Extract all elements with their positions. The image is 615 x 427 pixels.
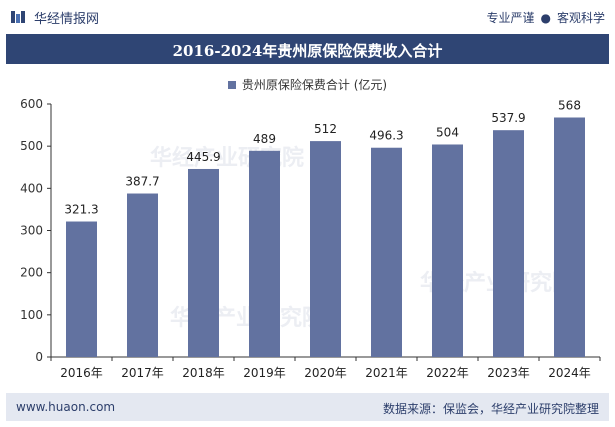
bar [66, 221, 97, 357]
chart-title: 2016-2024年贵州原保险保费收入合计 [172, 42, 443, 60]
chart-legend: 贵州原保险保费合计 (亿元) [0, 76, 615, 93]
bar [249, 150, 280, 357]
bar [310, 141, 341, 357]
bar-chart: 0 100 200 300 400 500 600 321.3 2016年 387.7 2017年 4… [20, 97, 601, 380]
footer-url: www.huaon.com [16, 400, 116, 414]
legend-swatch [227, 81, 236, 89]
footer-bar: www.huaon.com 数据来源：保监会，华经产业研究院整理 [6, 393, 609, 421]
x-tick-label: 2021年 [365, 366, 408, 380]
bar-value-label: 321.3 [64, 203, 98, 217]
title-bar: 2016-2024年贵州原保险保费收入合计 [6, 34, 609, 64]
x-tick-label: 2017年 [121, 366, 164, 380]
y-tick-label: 400 [20, 181, 43, 195]
bar-value-label: 504 [436, 125, 459, 139]
x-tick-label: 2022年 [426, 366, 469, 380]
brand-name: 华经情报网 [34, 12, 100, 27]
bar-value-label: 568 [558, 98, 581, 112]
legend-label: 贵州原保险保费合计 (亿元) [241, 78, 388, 92]
y-tick-label: 200 [20, 266, 43, 280]
bar [371, 147, 402, 357]
y-tick-label: 600 [20, 97, 43, 111]
bar [493, 130, 524, 357]
x-tick-label: 2016年 [60, 366, 103, 380]
bar [432, 144, 463, 357]
x-tick-label: 2023年 [487, 366, 530, 380]
separator-dot: ● [540, 11, 551, 25]
y-tick-label: 300 [20, 224, 43, 238]
bar-value-label: 387.7 [125, 175, 159, 189]
bar-value-label: 512 [314, 122, 337, 136]
x-tick-label: 2020年 [304, 366, 347, 380]
x-tick-label: 2019年 [243, 366, 286, 380]
bar [127, 193, 158, 357]
bar-value-label: 489 [253, 132, 276, 146]
footer-source: 数据来源：保监会，华经产业研究院整理 [382, 402, 599, 416]
bar-value-label: 537.9 [491, 111, 525, 125]
y-tick-label: 100 [20, 308, 43, 322]
x-tick-label: 2018年 [182, 366, 225, 380]
slogan-right: 客观科学 [556, 11, 605, 25]
bar [554, 117, 585, 357]
bar-value-label: 496.3 [369, 129, 403, 143]
huaon-logo-icon [11, 11, 25, 23]
slogan: 专业严谨 ● 客观科学 [486, 9, 605, 26]
top-bar: 华经情报网 专业严谨 ● 客观科学 [0, 0, 615, 34]
y-tick-label: 500 [20, 139, 43, 153]
bar-value-label: 445.9 [186, 150, 220, 164]
bar [188, 168, 219, 357]
x-tick-label: 2024年 [548, 366, 591, 380]
slogan-left: 专业严谨 [486, 11, 535, 25]
y-tick-label: 0 [35, 350, 43, 364]
